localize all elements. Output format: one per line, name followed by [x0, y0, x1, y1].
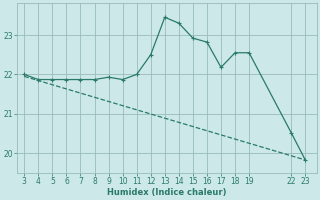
X-axis label: Humidex (Indice chaleur): Humidex (Indice chaleur): [107, 188, 227, 197]
